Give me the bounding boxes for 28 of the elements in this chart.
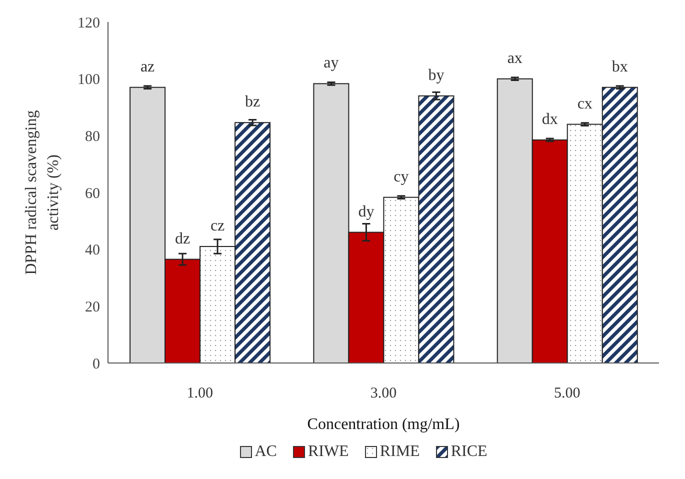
- y-tick-label: 120: [78, 15, 100, 32]
- data-label: cz: [210, 217, 225, 234]
- x-tick-label: 5.00: [554, 386, 580, 402]
- data-label: ay: [324, 54, 339, 72]
- y-tick-label: 20: [85, 299, 100, 316]
- x-axis-title: Concentration (mg/mL): [307, 416, 460, 433]
- x-tick-label: 1.00: [186, 386, 213, 402]
- y-tick-label: 60: [85, 186, 100, 202]
- legend-label: RIME: [380, 443, 420, 461]
- y-tick-label: 80: [85, 128, 100, 145]
- x-tick-label: 3.00: [370, 386, 397, 402]
- data-label: bx: [612, 58, 628, 76]
- y-tick-label: 100: [78, 72, 100, 88]
- data-label: az: [140, 58, 155, 76]
- data-label: dy: [358, 203, 374, 220]
- data-label: by: [428, 66, 444, 84]
- data-label: cx: [577, 95, 592, 112]
- data-label: ax: [507, 50, 522, 67]
- data-label: cy: [394, 168, 409, 186]
- data-label: dz: [174, 230, 190, 248]
- y-axis-title: DPPH radical scavenging activity (%): [23, 110, 62, 275]
- data-label: dx: [542, 110, 558, 128]
- legend-label: AC: [254, 443, 277, 461]
- legend-label: RICE: [450, 443, 488, 461]
- y-tick-label: 40: [85, 242, 100, 259]
- data-label: bz: [244, 94, 260, 111]
- y-tick-label: 0: [92, 356, 100, 372]
- legend-label: RIWE: [308, 443, 349, 461]
